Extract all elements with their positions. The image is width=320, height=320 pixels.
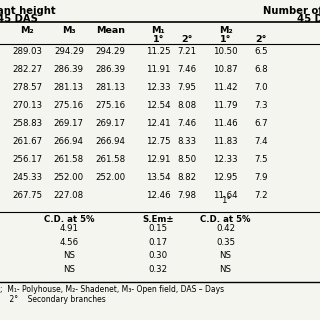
- Text: 11.83: 11.83: [213, 137, 238, 146]
- Text: 294.29: 294.29: [54, 47, 84, 56]
- Text: 261.67: 261.67: [12, 137, 42, 146]
- Text: 11.91: 11.91: [146, 65, 171, 74]
- Text: 269.17: 269.17: [54, 119, 84, 128]
- Text: 270.13: 270.13: [12, 101, 42, 110]
- Text: 8.08: 8.08: [178, 101, 197, 110]
- Text: C.D. at 5%: C.D. at 5%: [44, 215, 94, 224]
- Text: 269.17: 269.17: [95, 119, 125, 128]
- Text: 13.54: 13.54: [146, 173, 171, 182]
- Text: 286.39: 286.39: [95, 65, 125, 74]
- Text: 275.16: 275.16: [54, 101, 84, 110]
- Text: NS: NS: [220, 251, 232, 260]
- Text: 6.8: 6.8: [254, 65, 268, 74]
- Text: 245.33: 245.33: [12, 173, 42, 182]
- Text: 256.17: 256.17: [12, 155, 42, 164]
- Text: 11.42: 11.42: [213, 83, 238, 92]
- Text: 0.32: 0.32: [149, 265, 168, 274]
- Text: M₁: M₁: [152, 26, 165, 35]
- Text: 261.58: 261.58: [54, 155, 84, 164]
- Text: 0.42: 0.42: [216, 224, 235, 233]
- Text: 7.98: 7.98: [178, 191, 197, 200]
- Text: 8.50: 8.50: [178, 155, 197, 164]
- Text: 1°: 1°: [220, 35, 231, 44]
- Text: M₂: M₂: [219, 26, 232, 35]
- Text: 258.83: 258.83: [12, 119, 42, 128]
- Text: 8.33: 8.33: [178, 137, 197, 146]
- Text: 12.33: 12.33: [146, 83, 171, 92]
- Text: 289.03: 289.03: [12, 47, 42, 56]
- Text: 11.79: 11.79: [213, 101, 238, 110]
- Text: 286.39: 286.39: [54, 65, 84, 74]
- Text: 261.58: 261.58: [95, 155, 125, 164]
- Text: S.Em±: S.Em±: [143, 215, 174, 224]
- Text: 281.13: 281.13: [54, 83, 84, 92]
- Text: 4.91: 4.91: [59, 224, 78, 233]
- Text: 45 DAS: 45 DAS: [0, 13, 38, 24]
- Text: 2°    Secondary branches: 2° Secondary branches: [0, 295, 106, 304]
- Text: 282.27: 282.27: [12, 65, 42, 74]
- Text: M₂: M₂: [20, 26, 34, 35]
- Text: NS: NS: [220, 265, 232, 274]
- Text: 2°: 2°: [255, 35, 267, 44]
- Text: 252.00: 252.00: [54, 173, 84, 182]
- Text: 12.54: 12.54: [146, 101, 171, 110]
- Text: 12.33: 12.33: [213, 155, 238, 164]
- Text: 7.0: 7.0: [254, 83, 268, 92]
- Text: 10.50: 10.50: [213, 47, 238, 56]
- Text: 7.4: 7.4: [254, 137, 268, 146]
- Text: 11.64: 11.64: [213, 191, 238, 200]
- Text: NS: NS: [63, 265, 75, 274]
- Text: 6.5: 6.5: [254, 47, 268, 56]
- Text: 0.15: 0.15: [149, 224, 168, 233]
- Text: 12.46: 12.46: [146, 191, 171, 200]
- Text: 12.41: 12.41: [146, 119, 171, 128]
- Text: 7.3: 7.3: [254, 101, 268, 110]
- Text: 7.5: 7.5: [254, 155, 268, 164]
- Text: 45 D: 45 D: [297, 13, 320, 24]
- Text: NS: NS: [63, 251, 75, 260]
- Text: 4.56: 4.56: [59, 238, 78, 247]
- Text: 227.08: 227.08: [54, 191, 84, 200]
- Text: 0.35: 0.35: [216, 238, 235, 247]
- Text: 266.94: 266.94: [54, 137, 84, 146]
- Text: 7.2: 7.2: [254, 191, 268, 200]
- Text: 11.46: 11.46: [213, 119, 238, 128]
- Text: 7.46: 7.46: [178, 65, 197, 74]
- Text: 10.87: 10.87: [213, 65, 238, 74]
- Text: 11.25: 11.25: [146, 47, 171, 56]
- Text: 8.82: 8.82: [178, 173, 197, 182]
- Text: 275.16: 275.16: [95, 101, 125, 110]
- Text: 12.75: 12.75: [146, 137, 171, 146]
- Text: 1°: 1°: [153, 35, 164, 44]
- Text: 278.57: 278.57: [12, 83, 42, 92]
- Text: 281.13: 281.13: [95, 83, 125, 92]
- Text: Number of: Number of: [263, 6, 320, 16]
- Text: 7.95: 7.95: [178, 83, 197, 92]
- Text: 7.21: 7.21: [178, 47, 197, 56]
- Text: ;  M₁- Polyhouse, M₂- Shadenet, M₃- Open field, DAS – Days: ; M₁- Polyhouse, M₂- Shadenet, M₃- Open …: [0, 285, 224, 294]
- Text: 6.7: 6.7: [254, 119, 268, 128]
- Text: M₃: M₃: [62, 26, 76, 35]
- Text: C.D. at 5%: C.D. at 5%: [200, 215, 251, 224]
- Text: 266.94: 266.94: [95, 137, 125, 146]
- Text: 267.75: 267.75: [12, 191, 42, 200]
- Text: 0.17: 0.17: [149, 238, 168, 247]
- Text: 252.00: 252.00: [95, 173, 125, 182]
- Text: 2°: 2°: [181, 35, 193, 44]
- Text: 294.29: 294.29: [95, 47, 125, 56]
- Text: ant height: ant height: [0, 6, 55, 16]
- Text: Mean: Mean: [96, 26, 125, 35]
- Text: 0.30: 0.30: [149, 251, 168, 260]
- Text: 12.91: 12.91: [146, 155, 171, 164]
- Text: 12.95: 12.95: [213, 173, 238, 182]
- Text: 7.9: 7.9: [254, 173, 268, 182]
- Text: 7.46: 7.46: [178, 119, 197, 128]
- Text: 1°: 1°: [221, 196, 230, 205]
